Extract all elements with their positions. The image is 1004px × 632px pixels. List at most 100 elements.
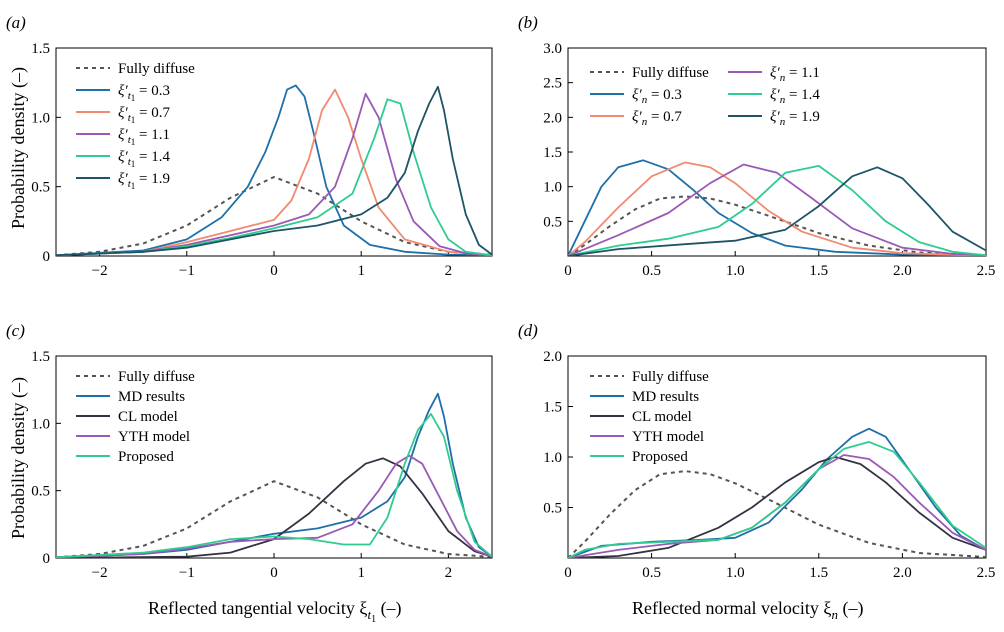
legend-label: ξ′n = 0.7 <box>632 109 682 128</box>
x-tick-label: 0.5 <box>642 565 661 581</box>
xlabel-right-sub: n <box>831 607 838 622</box>
x-tick-label: −2 <box>92 263 108 279</box>
panel-letter: (a) <box>6 13 26 32</box>
legend-label: ξ′t1 = 0.3 <box>118 83 170 103</box>
xlabel-right-unit: (–) <box>838 598 864 619</box>
x-tick-label: 1.5 <box>809 263 828 279</box>
series-line-5 <box>56 413 492 558</box>
x-tick-label: 2.5 <box>977 263 996 279</box>
x-tick-label: 0 <box>564 565 572 581</box>
series-line-1 <box>568 195 986 256</box>
series-line-5 <box>56 98 492 256</box>
x-tick-label: −1 <box>179 263 195 279</box>
legend-label: MD results <box>632 389 699 405</box>
x-tick-label: 2 <box>445 565 453 581</box>
y-tick-label: 0 <box>43 551 51 567</box>
series-line-5 <box>568 441 986 558</box>
y-tick-label: 0.5 <box>31 180 50 196</box>
x-tick-label: 1 <box>357 565 365 581</box>
y-tick-label: 0 <box>43 249 51 265</box>
series-line-4 <box>56 92 492 256</box>
xlabel-right: Reflected normal velocity ξn (–) <box>632 598 863 622</box>
legend-label: Proposed <box>118 449 174 465</box>
series-line-3 <box>568 456 986 558</box>
plot-frame <box>567 355 987 559</box>
panel-letter: (b) <box>518 13 538 32</box>
legend-label: ξ′t1 = 0.7 <box>118 105 170 125</box>
legend-label: ξ′t1 = 1.4 <box>118 149 170 169</box>
legend-label: ξ′n = 1.4 <box>770 87 820 106</box>
x-tick-label: 2 <box>445 263 453 279</box>
y-tick-label: 0.5 <box>543 214 562 230</box>
legend-label: Proposed <box>632 449 688 465</box>
x-tick-label: −1 <box>179 565 195 581</box>
panel-1: (a) −2 −1 0 1 2 0 0.5 1.0 1.5 Fully diffuse ξ′t1 = … <box>6 13 493 279</box>
series-line-4 <box>56 454 492 558</box>
legend-label: Fully diffuse <box>632 369 709 385</box>
legend-label: ξ′t1 = 1.1 <box>118 127 170 147</box>
legend-label: Fully diffuse <box>632 65 709 81</box>
series-line-2 <box>56 84 492 256</box>
x-tick-label: 1.5 <box>809 565 828 581</box>
legend-label: MD results <box>118 389 185 405</box>
y-tick-label: 1.0 <box>543 450 562 466</box>
xlabel-left-sub: t <box>367 607 371 622</box>
series-line-5 <box>568 165 986 256</box>
y-tick-label: 1.0 <box>31 110 50 126</box>
y-tick-label: 2.0 <box>543 349 562 365</box>
series-line-3 <box>56 457 492 558</box>
series-line-3 <box>56 88 492 256</box>
panel-4: (d) 0 0.5 1.0 1.5 2.0 2.5 0.5 1.0 1.5 2.0 Fully dif… <box>518 321 995 581</box>
x-tick-label: −2 <box>92 565 108 581</box>
x-tick-label: 0 <box>270 565 278 581</box>
x-tick-label: 1.0 <box>726 565 745 581</box>
series-line-6 <box>56 85 492 256</box>
xlabel-left: Reflected tangential velocity ξt1 (–) <box>148 598 402 625</box>
x-tick-label: 2.5 <box>977 565 996 581</box>
y-tick-label: 2.5 <box>543 76 562 92</box>
xlabel-left-subsub: 1 <box>371 614 376 625</box>
xlabel-left-main: Reflected tangential velocity ξ <box>148 598 367 618</box>
xlabel-right-main: Reflected normal velocity ξ <box>632 598 831 618</box>
legend-label: CL model <box>632 409 692 425</box>
legend-label: ξ′n = 0.3 <box>632 87 682 106</box>
legend-label: YTH model <box>632 429 704 445</box>
y-tick-label: 3.0 <box>543 41 562 57</box>
legend-label: ξ′t1 = 1.9 <box>118 171 170 191</box>
y-tick-label: 1.5 <box>31 41 50 57</box>
x-tick-label: 0 <box>270 263 278 279</box>
ylabel-bottom: Probability density (–) <box>8 377 29 539</box>
panels: (a) −2 −1 0 1 2 0 0.5 1.0 1.5 Fully diffuse ξ′t1 = … <box>6 13 995 581</box>
panel-3: (c) −2 −1 0 1 2 0 0.5 1.0 1.5 Fully diffuse MD resu… <box>6 321 493 581</box>
x-tick-label: 0.5 <box>642 263 661 279</box>
legend-label: Fully diffuse <box>118 369 195 385</box>
ylabel-top: Probability density (–) <box>8 67 29 229</box>
series-line-4 <box>568 163 986 256</box>
x-tick-label: 0 <box>564 263 572 279</box>
legend-label: ξ′n = 1.9 <box>770 109 820 128</box>
legend-label: YTH model <box>118 429 190 445</box>
series-line-6 <box>568 166 986 256</box>
y-tick-label: 1.0 <box>543 180 562 196</box>
y-tick-label: 1.0 <box>31 416 50 432</box>
panel-letter: (d) <box>518 321 538 340</box>
legend-label: Fully diffuse <box>118 61 195 77</box>
y-tick-label: 1.5 <box>31 349 50 365</box>
xlabel-left-unit: (–) <box>376 598 402 619</box>
y-tick-label: 0.5 <box>31 484 50 500</box>
series-line-2 <box>568 159 986 256</box>
y-tick-label: 1.5 <box>543 400 562 416</box>
panel-2: (b) 0 0.5 1.0 1.5 2.0 2.5 0.5 1.0 1.5 2.0 2.5 3.0 Ful… <box>518 13 995 279</box>
x-tick-label: 1 <box>357 263 365 279</box>
x-tick-label: 1.0 <box>726 263 745 279</box>
x-tick-label: 2.0 <box>893 263 912 279</box>
panel-letter: (c) <box>6 321 25 340</box>
y-tick-label: 2.0 <box>543 110 562 126</box>
legend-label: CL model <box>118 409 178 425</box>
x-tick-label: 2.0 <box>893 565 912 581</box>
y-tick-label: 1.5 <box>543 145 562 161</box>
series-line-1 <box>56 176 492 256</box>
y-tick-label: 0.5 <box>543 501 562 517</box>
legend-label: ξ′n = 1.1 <box>770 65 820 84</box>
